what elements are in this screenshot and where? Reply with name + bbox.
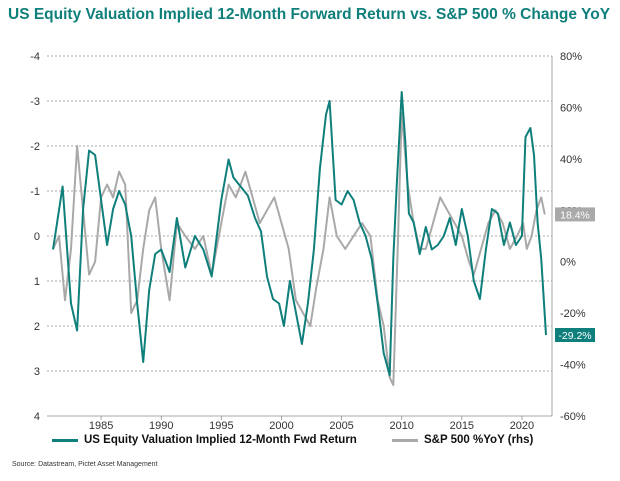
x-tick-label: 2005 [329, 420, 353, 432]
legend-swatch-grey [392, 438, 418, 442]
x-tick-label: 1985 [89, 420, 113, 432]
x-tick-label: 1990 [149, 420, 173, 432]
legend-item-valuation: US Equity Valuation Implied 12-Month Fwd… [52, 432, 357, 448]
right-tick-label: 80% [560, 51, 582, 63]
x-tick-label: 2010 [389, 420, 413, 432]
left-tick-label: 4 [34, 411, 40, 423]
left-tick-label: 2 [34, 321, 40, 333]
right-tick-label: 60% [560, 102, 582, 114]
gridlines [47, 55, 553, 417]
right-axis-ticks: 80%60%40%20%0%-20%-40%-60% [560, 51, 586, 423]
end-label: 18.4% [560, 209, 590, 221]
right-tick-label: -20% [560, 308, 586, 320]
left-tick-label: -3 [30, 96, 40, 108]
left-tick-label: -4 [30, 51, 40, 63]
left-tick-label: -1 [30, 186, 40, 198]
source-note: Source: Datastream, Pictet Asset Managem… [12, 461, 158, 468]
end-labels: 18.4% -29.2% [555, 207, 595, 342]
series-line-valuation [52, 91, 547, 377]
right-tick-label: -40% [560, 360, 586, 372]
end-label-box [555, 328, 595, 342]
x-tick-label: 2015 [450, 420, 474, 432]
series-line-sp500 [52, 111, 546, 387]
left-tick-label: 1 [34, 276, 40, 288]
legend-label-sp500: S&P 500 %YoY (rhs) [424, 434, 534, 446]
legend-label-valuation: US Equity Valuation Implied 12-Month Fwd… [84, 434, 357, 446]
left-tick-label: 0 [34, 231, 40, 243]
series-lines [52, 91, 547, 387]
right-tick-label: -60% [560, 411, 586, 423]
right-tick-label: 40% [560, 154, 582, 166]
legend-swatch-teal [52, 438, 78, 442]
x-tick-label: 2000 [269, 420, 293, 432]
chart-title: US Equity Valuation Implied 12-Month For… [8, 6, 611, 23]
end-label: -29.2% [558, 330, 591, 342]
x-axis-ticks: 1985 1990 1995 2000 2005 2010 2015 2020 [89, 416, 534, 432]
left-tick-label: -2 [30, 141, 40, 153]
x-tick-label: 1995 [209, 420, 233, 432]
right-tick-label: 0% [560, 257, 576, 269]
x-tick-label: 2020 [510, 420, 534, 432]
end-label-box [555, 207, 595, 222]
left-tick-label: 3 [34, 366, 40, 378]
legend-item-sp500: S&P 500 %YoY (rhs) [392, 432, 533, 448]
left-axis-ticks: -4 -3 -2 -1 0 1 2 3 4 [30, 51, 40, 423]
